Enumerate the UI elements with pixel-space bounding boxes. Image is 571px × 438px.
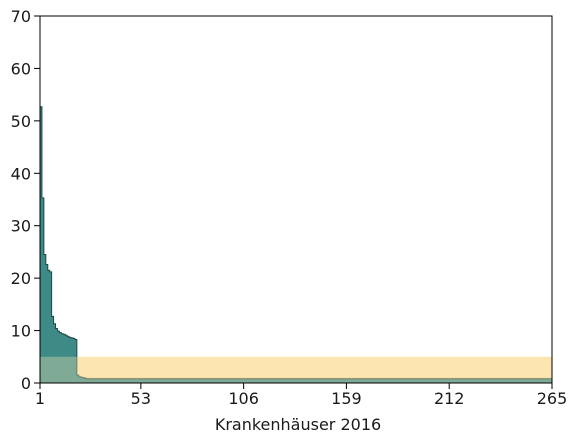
plot-frame <box>39 15 553 384</box>
reference-band-overlay <box>40 356 552 383</box>
y-tick-label-7: 70 <box>11 7 31 26</box>
y-tick-label-2: 20 <box>11 269 31 288</box>
y-tick-label-4: 40 <box>11 164 31 183</box>
area-layer <box>39 106 553 384</box>
overlay-layer <box>40 356 552 383</box>
y-tick-label-6: 60 <box>11 59 31 78</box>
x-tick-label-0: 1 <box>35 389 45 408</box>
x-tick-label-4: 212 <box>434 389 465 408</box>
y-tick-label-1: 10 <box>11 322 31 341</box>
y-tick-label-3: 30 <box>11 217 31 236</box>
series-area <box>39 106 553 384</box>
y-tick-label-0: 0 <box>21 374 31 393</box>
x-tick-label-5: 265 <box>537 389 568 408</box>
x-axis-title: Krankenhäuser 2016 <box>215 415 381 434</box>
axes-layer: 0 10 20 30 40 50 60 70 1 53 106 159 212 265 <box>11 7 568 408</box>
y-tick-label-5: 50 <box>11 112 31 131</box>
x-tick-label-2: 106 <box>228 389 259 408</box>
x-tick-label-1: 53 <box>131 389 151 408</box>
x-tick-label-3: 159 <box>331 389 362 408</box>
